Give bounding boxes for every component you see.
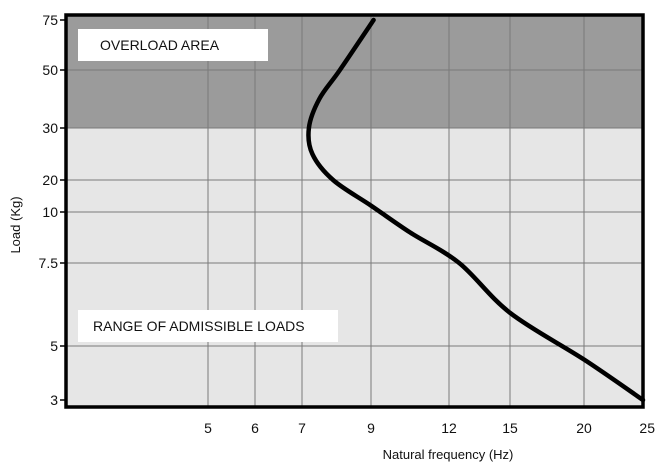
grid-lines [66, 15, 643, 407]
x-tick-label: 5 [204, 420, 212, 436]
admissible-loads-region [66, 128, 643, 407]
y-tick-label: 3 [50, 392, 58, 408]
y-tick-label: 5 [50, 338, 58, 354]
x-tick-label: 15 [502, 420, 518, 436]
y-axis-title: Load (Kg) [8, 196, 23, 253]
y-tick-label: 10 [42, 204, 58, 220]
x-tick-label: 7 [298, 420, 306, 436]
overload-area-label-box [78, 29, 268, 61]
x-tick-label: 9 [367, 420, 375, 436]
admissible-loads-label-box [78, 310, 338, 342]
y-tick-label: 7.5 [39, 255, 59, 271]
x-axis-ticks: 5 6 7 9 12 15 20 25 [204, 420, 655, 436]
x-tick-label: 25 [639, 420, 655, 436]
series-line [306, 17, 646, 403]
y-tick-label: 75 [42, 12, 58, 28]
plot-border [64, 13, 645, 409]
x-tick-label: 6 [251, 420, 259, 436]
admissible-loads-label: RANGE OF ADMISSIBLE LOADS [93, 318, 305, 334]
y-tick-label: 20 [42, 172, 58, 188]
overload-area-label: OVERLOAD AREA [100, 37, 220, 53]
y-tick-label: 50 [42, 62, 58, 78]
x-tick-label: 20 [576, 420, 592, 436]
y-tick-label: 30 [42, 120, 58, 136]
y-axis-ticks: 75 50 30 20 10 7.5 5 3 [39, 12, 66, 408]
x-axis-title: Natural frequency (Hz) [383, 447, 514, 462]
x-tick-label: 12 [441, 420, 457, 436]
